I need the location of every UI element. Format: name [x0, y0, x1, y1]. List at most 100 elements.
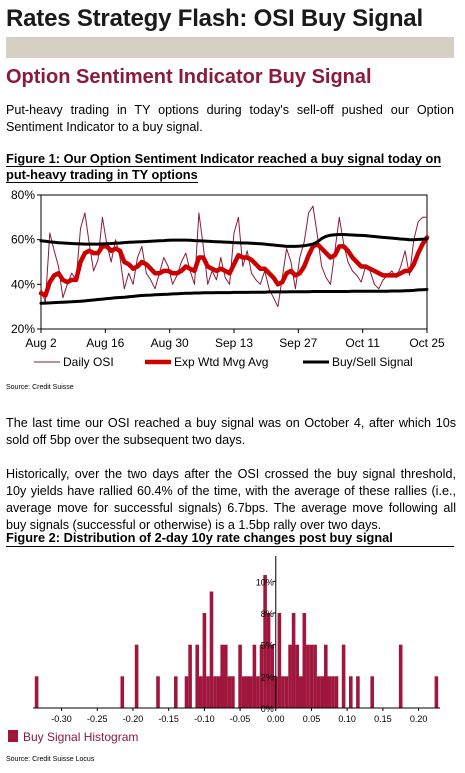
histogram-bar: [216, 676, 221, 708]
y-tick-label: 5%: [261, 641, 274, 651]
x-tick-label: Oct 25: [409, 336, 445, 350]
histogram-bar: [252, 644, 257, 708]
histogram-bar: [213, 676, 217, 708]
x-tick-label: 0.20: [410, 714, 428, 724]
histogram-bar: [281, 676, 285, 708]
y-tick-label: 10%: [256, 577, 274, 587]
intro-paragraph: Put-heavy trading in TY options during t…: [6, 103, 454, 134]
signal-line-upper: [39, 233, 429, 248]
x-tick-label: Aug 16: [86, 336, 124, 350]
histogram-bar: [227, 676, 232, 708]
y-tick-label: 2%: [261, 672, 274, 682]
histogram-bar: [324, 644, 328, 708]
histogram-bar: [156, 676, 160, 708]
histogram-bar: [295, 644, 299, 708]
y-tick-label: 60%: [11, 233, 35, 247]
y-tick-label: 40%: [11, 277, 35, 291]
section-heading: Option Sentiment Indicator Buy Signal: [6, 66, 372, 88]
histogram-bar: [256, 676, 260, 708]
histogram-bar: [174, 676, 178, 708]
daily-osi-line: [40, 205, 428, 308]
histogram-bar: [263, 575, 267, 708]
x-tick-label: Aug 2: [25, 336, 57, 350]
x-tick-label: -0.25: [87, 714, 108, 724]
histogram-bar: [249, 676, 253, 708]
histogram-chart: 0% 2% 5% 8% 10% -0.30 -0.25 -0.20 -0.15 -0.10 -0.0…: [8, 556, 440, 744]
x-tick-label: Aug 30: [151, 336, 189, 350]
x-tick-label: -0.10: [194, 714, 215, 724]
figure2-title: Figure 2: Distribution of 2-day 10y rate…: [6, 530, 393, 545]
histogram-bar: [238, 644, 242, 708]
histogram-bar: [209, 591, 214, 708]
histogram-bar: [134, 644, 139, 708]
histogram-bar: [270, 644, 274, 708]
paragraph-1: The last time our OSI reached a buy sign…: [6, 416, 456, 447]
figure2-source: Source: Credit Suisse Locus: [6, 756, 95, 763]
histogram-bar: [313, 644, 317, 708]
histogram-bar: [231, 676, 235, 708]
histogram-bar: [224, 644, 228, 708]
histogram-bar: [309, 644, 314, 708]
histogram-bar: [245, 676, 249, 708]
histogram-bar: [370, 676, 374, 708]
histogram-bar: [349, 676, 353, 708]
x-tick-label: 0.15: [374, 714, 392, 724]
legend-label: Buy/Sell Signal: [332, 355, 413, 369]
histogram-bar: [195, 644, 199, 708]
legend-label: Daily OSI: [63, 355, 114, 369]
y-tick-label: 80%: [11, 188, 35, 202]
histogram-bar: [434, 676, 439, 708]
histogram-bar: [188, 644, 192, 708]
x-tick-label: 0.00: [267, 714, 285, 724]
osi-line-chart: 20% 40% 60% 80% Aug 2 Aug 16 Aug 30 Sep 13 Sep 2…: [11, 188, 445, 369]
histogram-bar: [302, 613, 307, 708]
histogram-bar: [327, 676, 332, 708]
histogram-bar: [341, 644, 346, 708]
x-tick-label: -0.20: [123, 714, 144, 724]
legend-swatch: [8, 730, 18, 742]
histogram-bar: [220, 644, 224, 708]
signal-line-lower: [39, 288, 429, 305]
legend-label: Exp Wtd Mvg Avg: [174, 355, 268, 369]
x-tick-label: -0.05: [230, 714, 251, 724]
page-title: Rates Strategy Flash: OSI Buy Signal: [6, 5, 423, 32]
x-tick-label: 0.10: [338, 714, 356, 724]
histogram-bar: [356, 676, 360, 708]
ewma-line: [38, 235, 430, 298]
histogram-bar: [199, 676, 203, 708]
figure2-rule: [6, 546, 454, 547]
histogram-bar: [306, 644, 310, 708]
histogram-bar: [277, 613, 282, 708]
paragraph-2: Historically, over the two days after th…: [6, 467, 456, 532]
histogram-bar: [320, 676, 324, 708]
histogram-bar: [266, 613, 271, 708]
histogram-bar: [331, 676, 335, 708]
histogram-bar: [34, 676, 39, 708]
histogram-bar: [291, 613, 296, 708]
histogram-bar: [259, 644, 264, 708]
legend-label: Buy Signal Histogram: [23, 730, 138, 744]
histogram-bar: [120, 676, 125, 708]
histogram-bar: [334, 676, 339, 708]
header: Rates Strategy Flash: OSI Buy Signal: [0, 0, 465, 34]
histogram-bar: [398, 644, 403, 708]
y-tick-label: 0%: [261, 704, 274, 714]
x-tick-label: 0.05: [303, 714, 321, 724]
histogram-bar: [241, 676, 246, 708]
histogram-bar: [299, 676, 303, 708]
figure1-source: Source: Credit Suisse: [6, 384, 74, 391]
x-tick-label: Sep 27: [279, 336, 317, 350]
x-tick-label: Sep 13: [215, 336, 253, 350]
histogram-bar: [184, 676, 189, 708]
histogram-bar: [206, 676, 210, 708]
y-tick-label: 20%: [11, 322, 35, 336]
histogram-bar: [316, 676, 321, 708]
histogram-bar: [202, 613, 207, 708]
y-tick-label: 8%: [261, 609, 274, 619]
x-tick-label: Oct 11: [345, 336, 380, 350]
figure1-title: Figure 1: Our Option Sentiment Indicator…: [6, 151, 454, 183]
x-tick-label: -0.15: [158, 714, 179, 724]
histogram-bar: [288, 644, 292, 708]
x-tick-label: -0.30: [51, 714, 72, 724]
title-band: [6, 37, 454, 58]
